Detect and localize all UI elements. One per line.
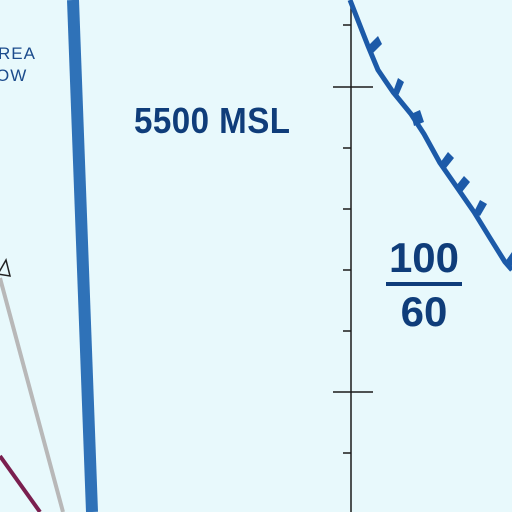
airspace-boundary-line <box>347 0 512 272</box>
altitude-label: 5500 MSL <box>134 100 291 141</box>
obstacle-symbol <box>0 258 12 277</box>
airspace-floor: 60 <box>400 288 448 335</box>
area-label-line1: REA <box>0 44 36 63</box>
grey-route-line <box>0 277 65 512</box>
longitude-ticks <box>333 24 373 454</box>
airspace-altitude-fraction: 100 60 <box>386 236 462 334</box>
maroon-boundary-line <box>0 454 42 512</box>
airspace-ceiling: 100 <box>386 236 462 286</box>
blue-airway-line <box>67 0 98 512</box>
area-label-line2: OW <box>0 66 28 85</box>
airspace-boundary-serrations <box>368 36 512 266</box>
